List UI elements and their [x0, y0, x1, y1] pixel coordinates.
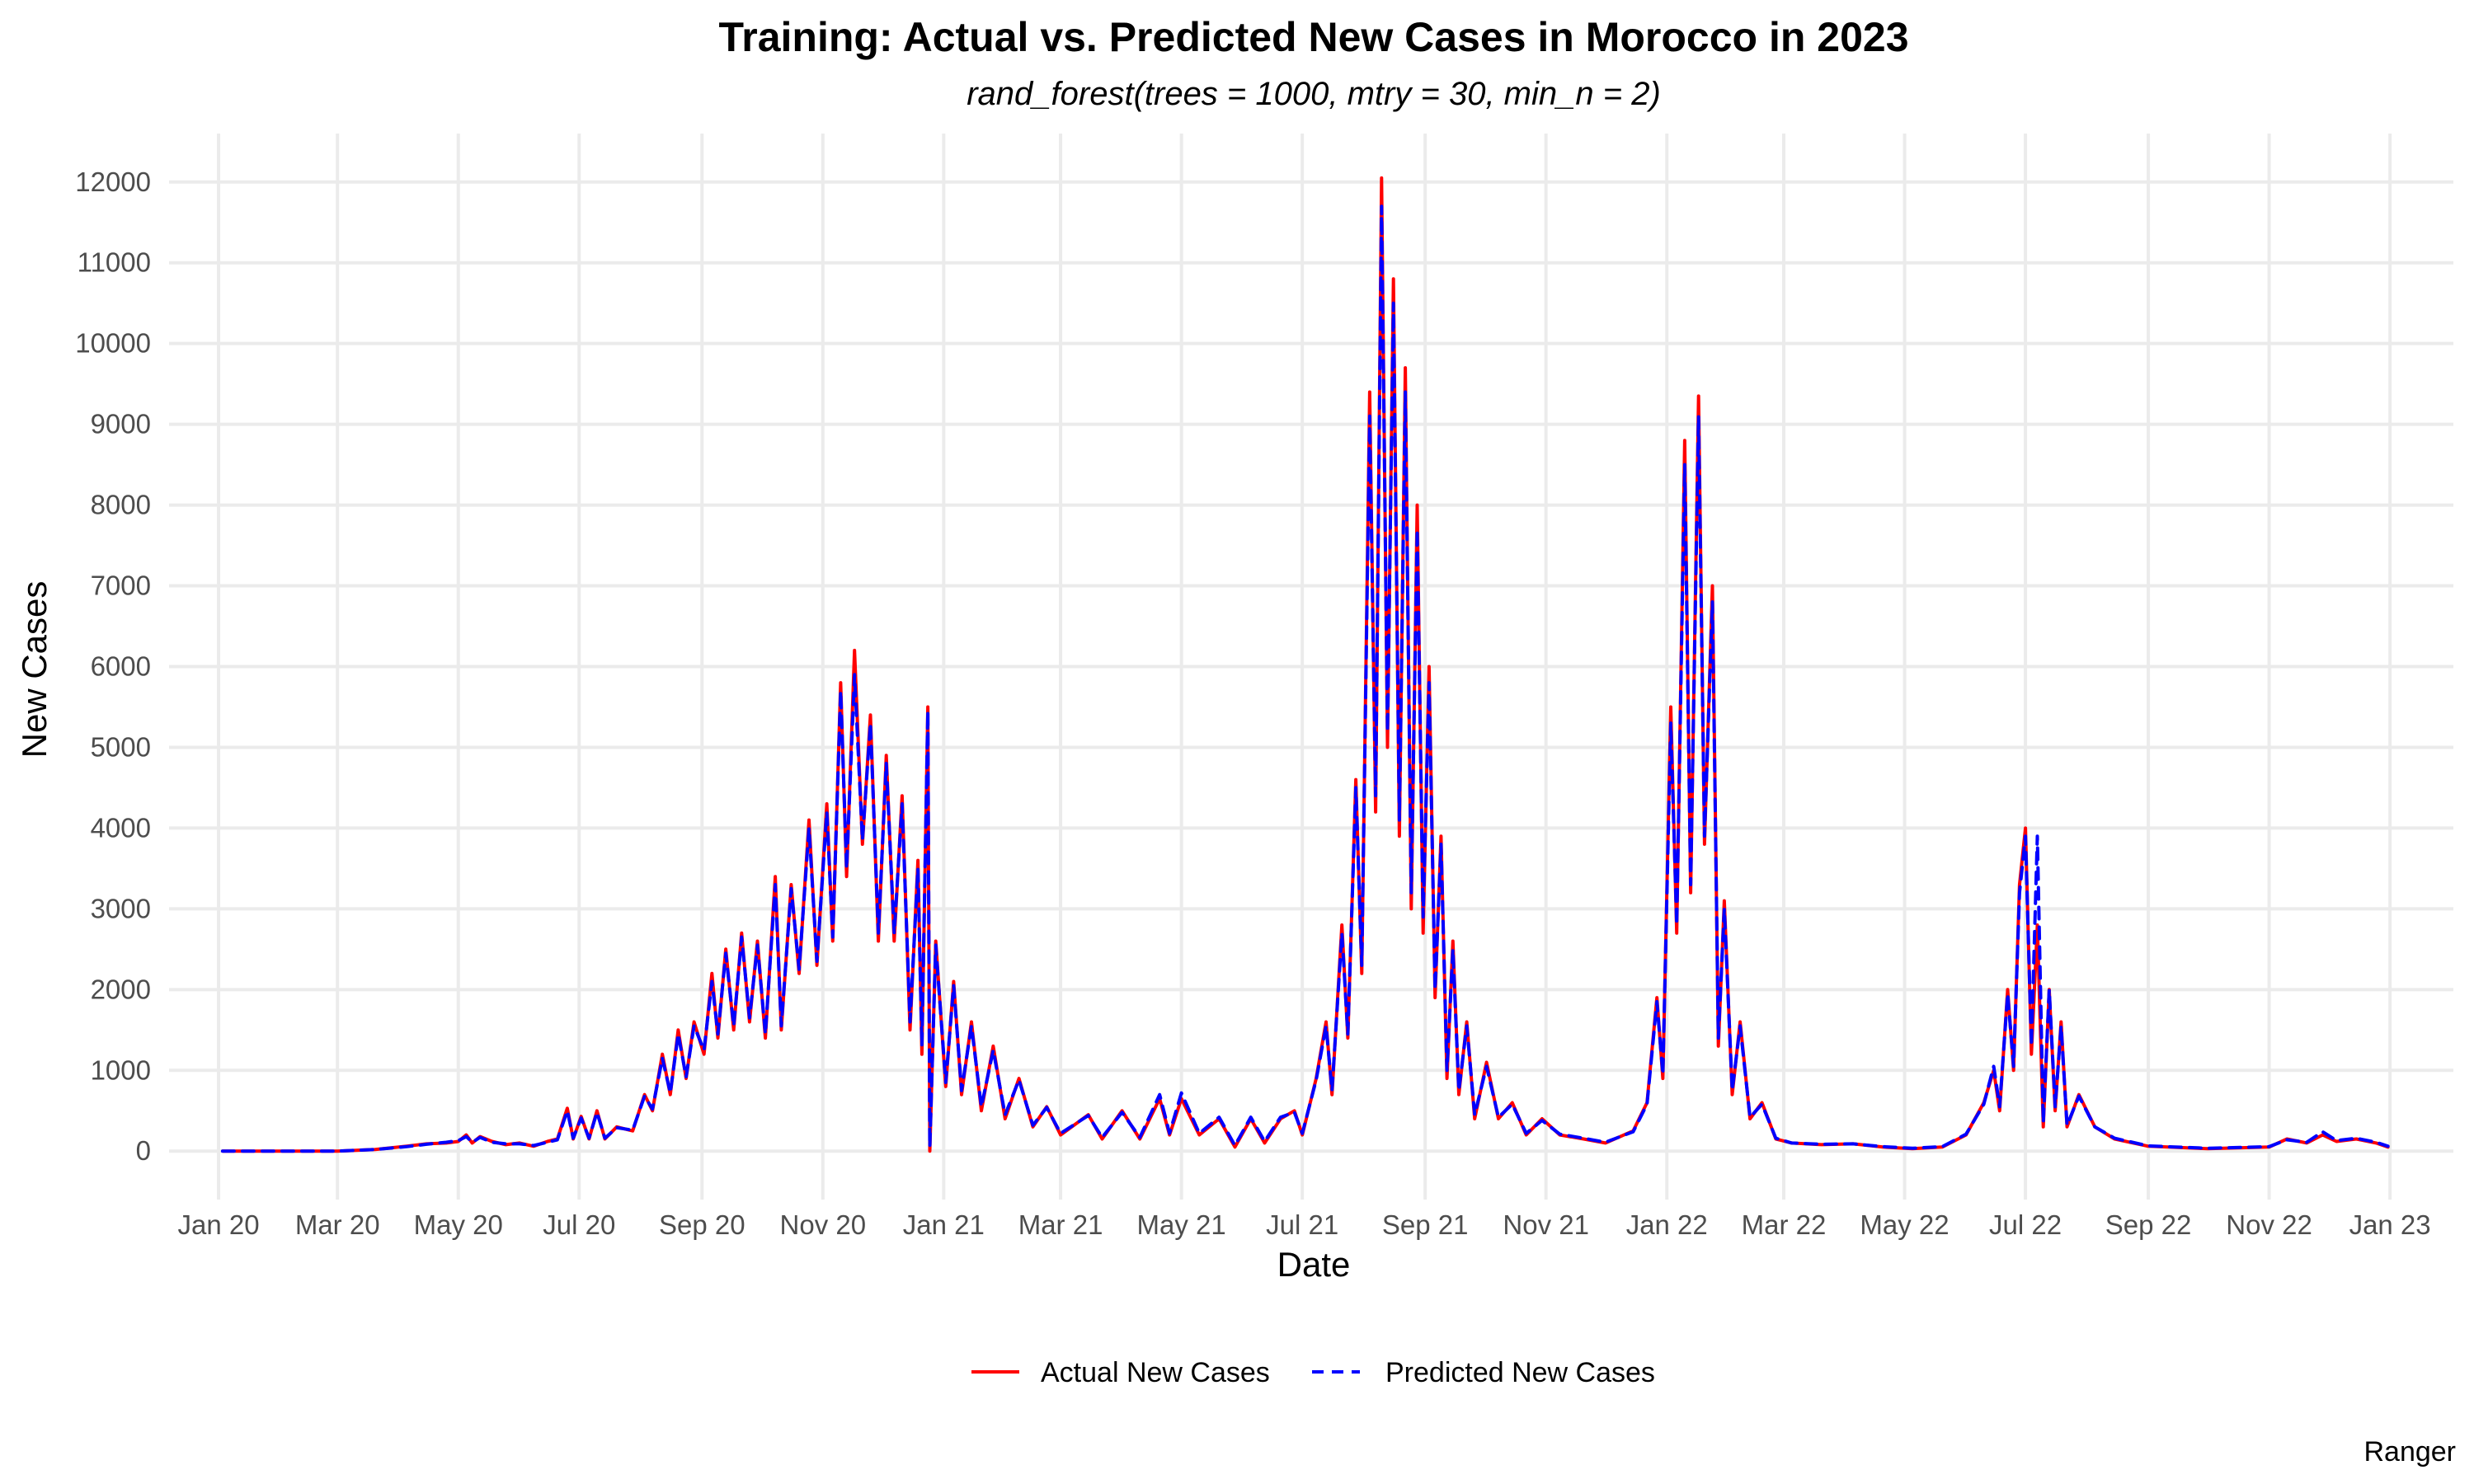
x-tick-label: Mar 22 [1742, 1209, 1827, 1240]
x-tick-label: Jan 21 [903, 1209, 985, 1240]
y-tick-label: 10000 [75, 328, 151, 359]
x-tick-label: Jul 21 [1266, 1209, 1338, 1240]
y-tick-label: 1000 [91, 1054, 151, 1085]
x-tick-label: Jul 22 [1989, 1209, 2062, 1240]
x-axis-title: Date [1277, 1245, 1351, 1284]
x-tick-label: Mar 20 [295, 1209, 380, 1240]
chart-title: Training: Actual vs. Predicted New Cases… [718, 14, 1908, 60]
x-tick-label: Sep 22 [2105, 1209, 2192, 1240]
x-tick-label: May 22 [1860, 1209, 1949, 1240]
x-tick-label: Jan 20 [178, 1209, 260, 1240]
series-line-predicted [220, 204, 2390, 1153]
y-tick-label: 8000 [91, 490, 151, 520]
x-tick-label: May 20 [414, 1209, 503, 1240]
x-tick-label: Jan 23 [2349, 1209, 2431, 1240]
series-layer [220, 176, 2390, 1153]
y-tick-label: 2000 [91, 974, 151, 1004]
y-tick-label: 5000 [91, 731, 151, 762]
series-line-actual [220, 176, 2390, 1153]
y-tick-label: 7000 [91, 571, 151, 601]
legend-label-predicted: Predicted New Cases [1385, 1357, 1655, 1388]
grid-layer [169, 134, 2453, 1200]
x-tick-label: May 21 [1137, 1209, 1226, 1240]
x-tick-label: Jan 22 [1626, 1209, 1708, 1240]
x-axis-ticks: Jan 20 Mar 20 May 20 Jul 20 Sep 20 Nov 20 Jan … [178, 1209, 2431, 1240]
y-tick-label: 3000 [91, 893, 151, 923]
legend-label-actual: Actual New Cases [1041, 1357, 1270, 1388]
x-tick-label: Nov 21 [1503, 1209, 1589, 1240]
y-tick-label: 12000 [75, 167, 151, 197]
chart-subtitle: rand_forest(trees = 1000, mtry = 30, min… [967, 76, 1661, 112]
y-tick-label: 9000 [91, 409, 151, 439]
y-tick-label: 6000 [91, 651, 151, 682]
chart-caption: Ranger [2363, 1436, 2456, 1468]
y-tick-label: 4000 [91, 812, 151, 843]
legend: Actual New Cases Predicted New Cases [971, 1357, 1655, 1388]
x-tick-label: Nov 20 [780, 1209, 867, 1240]
y-axis-title: New Cases [15, 581, 54, 758]
x-tick-label: Sep 20 [659, 1209, 745, 1240]
x-tick-label: Jul 20 [543, 1209, 615, 1240]
x-tick-label: Sep 21 [1382, 1209, 1469, 1240]
y-tick-label: 11000 [78, 247, 151, 278]
y-tick-label: 0 [136, 1135, 151, 1166]
y-axis-ticks: 0 1000 2000 3000 4000 5000 6000 7000 8000 9000 100… [75, 167, 151, 1166]
x-tick-label: Nov 22 [2226, 1209, 2312, 1240]
x-tick-label: Mar 21 [1018, 1209, 1103, 1240]
